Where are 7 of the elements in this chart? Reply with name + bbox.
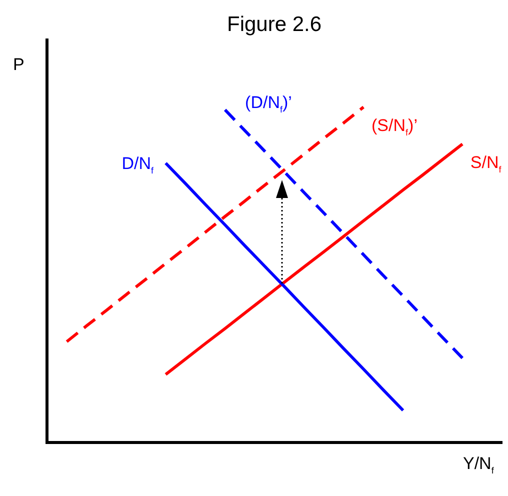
x-axis-title: Y/N$_{f}$ <box>463 454 494 475</box>
chart-title: Figure 2.6 <box>227 13 322 36</box>
series-label: (S/N$_{f}$)’ <box>372 116 418 138</box>
series-label: (D/N$_{f}$)’ <box>245 92 292 114</box>
y-axis-title: P <box>13 55 24 74</box>
series-label: S/N$_{f}$ <box>470 153 502 174</box>
series-label: D/N$_{f}$ <box>122 154 154 176</box>
